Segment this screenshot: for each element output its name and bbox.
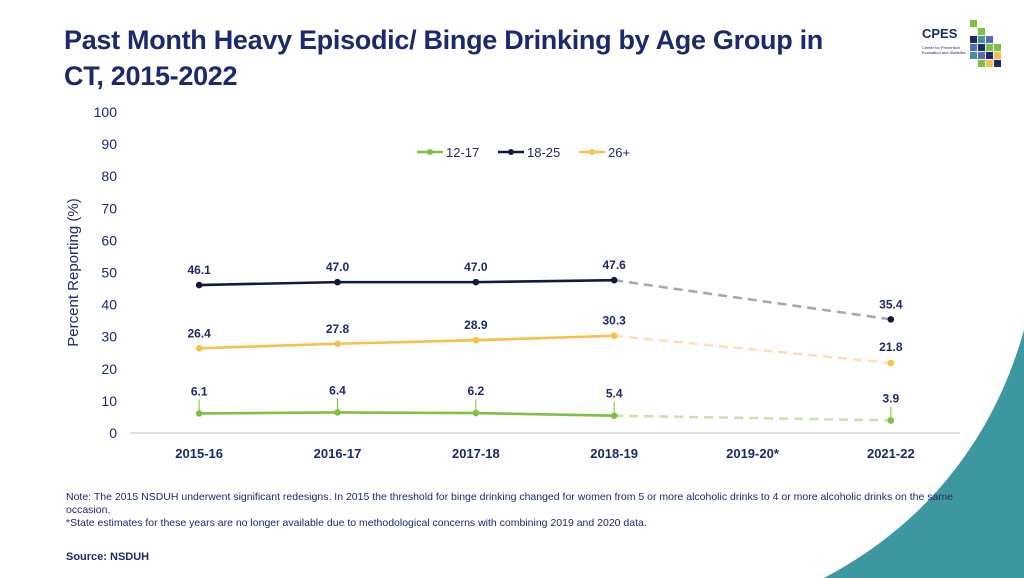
series-26-dashed-line [614, 334, 891, 365]
series-18-25-data-label: 35.4 [879, 297, 903, 311]
source-label: Source: NSDUH [66, 551, 150, 563]
legend-12-17-marker [427, 149, 433, 155]
series-12-17-point [887, 417, 895, 424]
series-12-17-data-label: 3.9 [882, 391, 899, 405]
note-state-estimates: *State estimates for these years are no … [66, 517, 647, 529]
corner-decoration [824, 330, 1024, 578]
y-tick-label: 90 [101, 136, 117, 152]
series-18-25-data-label: 47.0 [326, 260, 350, 274]
logo-square [986, 36, 993, 43]
logo-square [986, 44, 993, 51]
y-tick-label: 40 [101, 297, 117, 313]
logo-square [978, 28, 985, 35]
series-26-line [199, 334, 615, 350]
series-18-25-data-label: 46.1 [187, 263, 211, 277]
series-12-17-data-label: 6.1 [191, 384, 208, 398]
y-tick-label: 70 [101, 200, 117, 216]
logo-square [986, 60, 993, 67]
logo-text: CPES [922, 26, 958, 41]
logo-square [994, 44, 1001, 51]
logo-square [978, 60, 985, 67]
series-12-17-data-label: 6.4 [329, 383, 346, 397]
logo-square [994, 60, 1001, 67]
logo-square [978, 36, 985, 43]
y-tick-label: 20 [101, 361, 117, 377]
series-26-point [195, 344, 203, 352]
x-tick-label: 2019-20* [726, 446, 780, 461]
x-tick-label: 2015-16 [175, 446, 223, 461]
cpes-logo: CPES Center for Prevention Evaluation an… [922, 18, 1004, 68]
series-12-17-point [195, 410, 203, 417]
series-26-data-label: 28.9 [464, 318, 488, 332]
legend-26-marker [589, 149, 595, 155]
series-18-25-point [472, 278, 480, 286]
series-18-25-point [195, 281, 203, 289]
series-12-17-data-label: 6.2 [467, 384, 484, 398]
logo-square [978, 44, 985, 51]
series-26-data-label: 27.8 [326, 322, 350, 336]
series-18-25-point [334, 278, 341, 286]
logo-square [970, 52, 977, 59]
series-12-17-point [334, 409, 341, 416]
x-tick-label: 2018-19 [590, 446, 638, 461]
series-18-25-dashed-line [613, 278, 892, 321]
chart-notes: Note: The 2015 NSDUH underwent significa… [66, 491, 956, 530]
series-18-25-line [199, 278, 615, 287]
series-26-data-label: 30.3 [602, 314, 626, 328]
series-12-17-data-label: 5.4 [606, 387, 623, 401]
series-26-point [887, 359, 895, 367]
logo-square [970, 20, 977, 27]
legend-18-25-label: 18-25 [527, 145, 560, 160]
series-26-data-label: 26.4 [187, 326, 211, 340]
series-18-25-point [887, 316, 895, 323]
y-tick-label: 10 [101, 393, 117, 409]
series-12-17-line [199, 411, 615, 417]
note-redesign: Note: The 2015 NSDUH underwent significa… [66, 491, 953, 516]
series-26-data-label: 21.8 [879, 340, 903, 354]
logo-square [970, 44, 977, 51]
series-18-25-data-label: 47.0 [464, 260, 488, 274]
x-tick-label: 2017-18 [452, 446, 500, 461]
x-tick-label: 2021-22 [867, 446, 915, 461]
x-tick-label: 2016-17 [314, 446, 362, 461]
y-tick-label: 30 [101, 329, 117, 345]
logo-square [986, 52, 993, 59]
legend-12-17-label: 12-17 [446, 145, 479, 160]
y-tick-label: 50 [101, 265, 117, 281]
logo-square [994, 52, 1001, 59]
series-26-point [472, 336, 480, 344]
series-12-17-point [472, 409, 480, 417]
series-18-25-data-label: 47.6 [602, 258, 626, 272]
logo-square [970, 36, 977, 43]
y-tick-label: 60 [101, 232, 117, 248]
y-tick-label: 80 [101, 168, 117, 184]
legend-26-label: 26+ [608, 145, 630, 160]
series-12-17-point [610, 412, 618, 419]
y-axis-label: Percent Reporting (%) [65, 198, 82, 346]
series-26-point [334, 340, 341, 348]
y-tick-label: 0 [109, 425, 117, 441]
series-18-25-point [610, 276, 618, 284]
page-title: Past Month Heavy Episodic/ Binge Drinkin… [64, 25, 823, 91]
logo-square [978, 52, 985, 59]
series-26-point [610, 332, 618, 340]
series-12-17-dashed-line [614, 414, 891, 422]
logo-subtext: Center for Prevention Evaluation and Sta… [922, 45, 966, 55]
y-tick-label: 100 [94, 104, 118, 120]
legend-18-25-marker [508, 149, 514, 155]
